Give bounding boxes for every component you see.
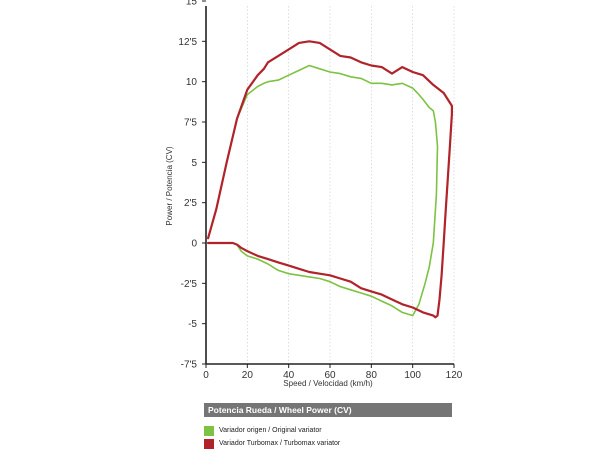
grid-lines — [247, 6, 455, 364]
series-lines — [207, 40, 453, 319]
series-line-original — [207, 64, 439, 317]
legend-item-turbomax: Variador Turbomax / Turbomax variator — [204, 438, 340, 449]
y-tick-label: -2'5 — [181, 279, 198, 290]
legend-label-original: Variador origen / Original variator — [219, 427, 322, 434]
y-tick-label: 15 — [186, 0, 198, 8]
y-tick-label: 2'5 — [184, 198, 197, 209]
tick-labels: 15 12'5 10 7'5 5 2'5 0 -2'5 -5 -7'5 0 20 40 60 80 100 12… — [178, 0, 462, 381]
x-tick-label: 40 — [283, 370, 295, 381]
y-tick-label: 5 — [191, 158, 197, 169]
y-tick-label: -5 — [188, 319, 197, 330]
y-tick-label: 12'5 — [178, 37, 197, 48]
x-tick-label: 20 — [242, 370, 254, 381]
y-tick-label: 0 — [191, 239, 197, 250]
legend-label-turbomax: Variador Turbomax / Turbomax variator — [219, 440, 341, 447]
x-tick-label: 60 — [324, 370, 336, 381]
x-tick-label: 0 — [203, 370, 209, 381]
legend-item-original: Variador origen / Original variator — [204, 425, 322, 436]
y-axis-title: Power / Potencia (CV) — [165, 146, 174, 225]
series-line-turbomax — [207, 40, 453, 319]
x-tick-label: 80 — [366, 370, 378, 381]
y-tick-label: 7'5 — [184, 118, 197, 129]
legend-title: Potencia Rueda / Wheel Power (CV) — [204, 403, 452, 417]
axes — [202, 0, 455, 368]
legend-swatch-original — [204, 425, 214, 436]
x-tick-label: 100 — [404, 370, 421, 381]
y-tick-label: 10 — [186, 77, 198, 88]
x-axis-title: Speed / Velocidad (km/h) — [283, 379, 373, 388]
legend: Potencia Rueda / Wheel Power (CV) Variad… — [204, 403, 452, 449]
legend-swatch-turbomax — [204, 438, 214, 449]
x-tick-label: 120 — [446, 370, 463, 381]
y-tick-label: -7'5 — [181, 360, 198, 371]
